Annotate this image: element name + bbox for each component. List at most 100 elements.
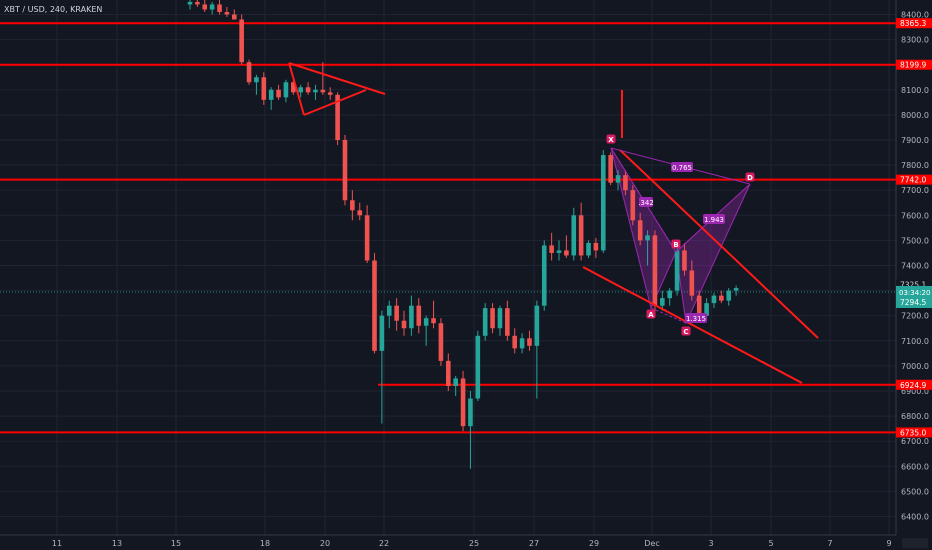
pattern-point-badge[interactable] [646,309,656,319]
candle-body [313,89,318,93]
candle-body [674,250,680,291]
price-tick-label: 6800.0 [901,412,929,421]
candle-body [630,190,636,221]
price-tick-label: 8400.0 [901,11,929,20]
candle-body [239,19,244,63]
candle-body [512,335,518,349]
time-tick-label: 20 [320,539,330,548]
candle-body [719,295,724,301]
candle-body [401,320,407,329]
candle-body [600,155,606,251]
candle-body [209,4,215,10]
candles [187,0,739,469]
price-tick-label: 6400.0 [901,513,929,522]
candle-body [652,235,658,306]
time-tick-label: 5 [768,539,773,548]
candle-body [350,200,355,211]
candle-body [320,89,326,93]
trend-line[interactable] [303,89,367,116]
candle-body [416,305,422,326]
candle-body [482,308,488,336]
level-price-tag [896,174,932,185]
pattern-ratio-badge [671,162,693,172]
trend-line[interactable] [288,62,386,95]
pattern-point-badge[interactable] [671,239,681,249]
candle-body [519,338,525,349]
candle-body [246,62,252,83]
level-price-tag [896,427,932,438]
candle-body [431,318,436,324]
candle-body [372,260,377,351]
price-tick-label: 7800.0 [901,161,929,170]
trend-line[interactable] [582,266,803,384]
candle-body [268,89,274,100]
candle-body [298,87,303,93]
time-tick-label: 15 [171,539,181,548]
candle-body [704,303,709,316]
candle-body [305,87,311,93]
pattern-point-label: A [648,311,654,319]
level-price-label: 7742.0 [900,176,926,185]
candle-body [335,94,340,140]
countdown-label: 03:34:20 [899,289,930,297]
level-price-label: 6924.9 [900,381,926,390]
candle-body [283,82,289,98]
time-tick-label: 18 [260,539,270,548]
pattern-point-label: B [673,241,678,249]
candle-body [276,89,281,98]
level-price-tag [896,59,932,70]
drawings[interactable]: X A B C D 0.765 1.943 1.315 .342 [288,62,819,384]
candle-body [438,323,444,361]
candle-body [468,398,473,427]
price-tick-label: 8300.0 [901,36,929,45]
candle-body [195,1,200,5]
level-price-tag [896,18,932,29]
pattern-point-badge[interactable] [681,326,691,336]
time-axis[interactable]: 11 13 15 18 20 22 25 27 29 Dec 3 5 7 9 [0,534,932,550]
pattern-ratio-badge [685,313,707,323]
marker-price-tag [896,279,932,290]
trend-line[interactable] [619,149,819,339]
candle-body [541,245,547,306]
candle-body [327,92,333,95]
pattern-point-label: X [608,136,614,144]
candle-body [667,290,672,299]
grid-lines [0,0,896,535]
candle-body [460,378,466,427]
price-tick-label: 7900.0 [901,136,929,145]
last-price-tag [896,285,932,308]
price-tick-label: 7600.0 [901,211,929,220]
price-axis[interactable]: 6400.0 6500.0 6600.0 6700.0 6800.0 6900.0 7000… [895,0,932,550]
candle-body [394,305,399,321]
candle-body [364,215,370,261]
candle-body [453,378,458,386]
candle-body [711,295,717,304]
candle-body [231,14,237,20]
pattern-point-badge[interactable] [745,172,755,182]
price-tick-label: 7000.0 [901,362,929,371]
candle-body [645,235,650,241]
time-tick-label: 9 [886,539,891,548]
candle-body [726,290,732,301]
candle-body [578,215,584,256]
price-tick-label: 7500.0 [901,236,929,245]
candle-body [497,308,503,329]
candle-body [475,335,481,399]
candle-body [623,175,628,191]
pattern-point-badge[interactable] [606,134,616,144]
candle-body [342,140,348,201]
time-tick-label: 27 [529,539,539,548]
candle-body [608,155,613,183]
candle-body [593,242,599,251]
time-tick-label: 11 [52,539,62,548]
settings-gear-icon[interactable] [902,538,928,548]
candle-body [564,250,569,256]
candle-body [446,360,451,386]
time-tick-label: 29 [589,539,599,548]
candle-body [254,77,259,83]
trend-line[interactable] [288,62,305,116]
candle-body [490,308,495,329]
horizontal-levels[interactable] [0,22,896,434]
time-tick-label: 3 [708,539,713,548]
